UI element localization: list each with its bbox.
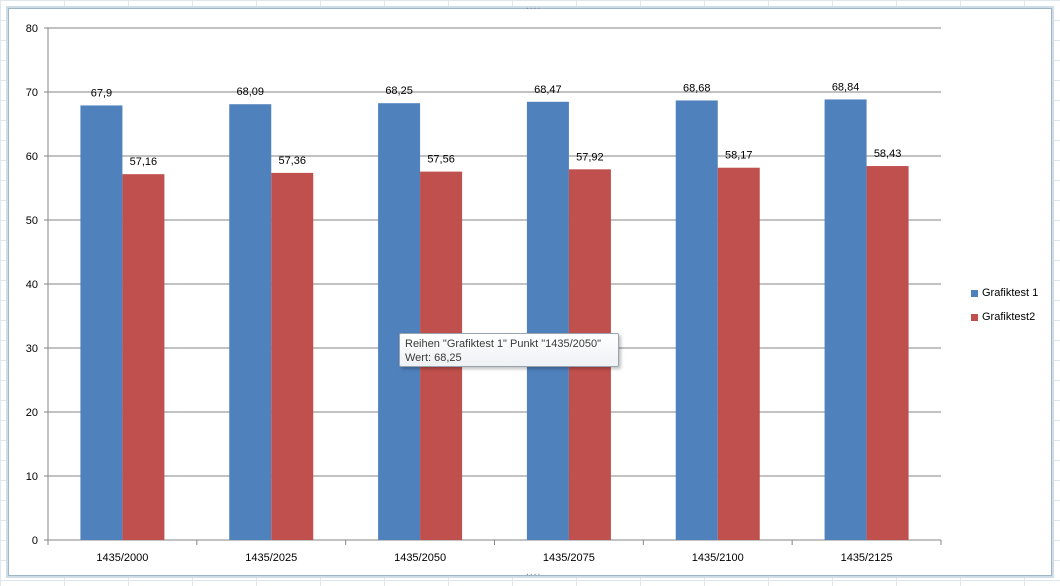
bar: [271, 172, 314, 540]
bar: [229, 104, 272, 540]
bar-chart: 0 10 20 30 40 50 60 70 80 1435/2000 67,9 57,16 1435/…: [26, 23, 942, 564]
data-point-tooltip: Reihen "Grafiktest 1" Punkt "1435/2050" …: [399, 333, 619, 367]
x-tick-label: 1435/2075: [543, 552, 595, 564]
y-tick-label: 50: [26, 215, 38, 227]
chart-area[interactable]: ···· ···· 0 10 20 30 40 50 60 70 80 1435/2000 67,9…: [8, 4, 1052, 579]
y-tick-label: 70: [26, 87, 38, 99]
legend-swatch-series-2: [971, 313, 978, 321]
bar: [866, 166, 909, 540]
y-tick-label: 60: [26, 151, 38, 163]
bar: [717, 167, 760, 540]
y-tick-label: 40: [26, 279, 38, 291]
bar: [122, 174, 165, 540]
data-label: 57,16: [130, 156, 158, 168]
data-label: 58,43: [874, 148, 902, 160]
y-tick-label: 30: [26, 343, 38, 355]
bar: [378, 103, 421, 540]
legend-swatch-series-1: [971, 289, 978, 297]
data-label: 68,68: [683, 82, 711, 94]
tooltip-value: Wert: 68,25: [405, 352, 462, 364]
data-label: 68,09: [236, 86, 264, 98]
x-tick-label: 1435/2025: [245, 552, 297, 564]
resize-handle-top[interactable]: ····: [525, 4, 541, 13]
y-tick-label: 10: [26, 471, 38, 483]
data-label: 68,84: [832, 81, 860, 93]
y-tick-label: 20: [26, 407, 38, 419]
legend-item-series-2[interactable]: Grafiktest2: [971, 307, 1038, 327]
legend-label-series-1: Grafiktest 1: [982, 287, 1039, 299]
legend-label-series-2: Grafiktest2: [982, 311, 1036, 323]
tooltip-series-point: Reihen "Grafiktest 1" Punkt "1435/2050": [405, 338, 602, 350]
x-tick-label: 1435/2100: [692, 552, 744, 564]
data-label: 57,36: [278, 155, 306, 167]
data-label: 68,25: [385, 85, 413, 97]
y-tick-label: 0: [32, 535, 38, 547]
x-tick-label: 1435/2050: [394, 552, 446, 564]
y-tick-label: 80: [26, 23, 38, 35]
bar: [80, 105, 123, 540]
data-label: 57,92: [576, 151, 604, 163]
legend: Grafiktest 1 Grafiktest2: [971, 283, 1038, 331]
x-tick-label: 1435/2125: [841, 552, 893, 564]
data-label: 57,56: [427, 154, 455, 166]
bar: [824, 99, 867, 540]
bar: [675, 100, 718, 540]
data-label: 58,17: [725, 150, 753, 162]
resize-handle-bottom[interactable]: ····: [525, 570, 541, 579]
legend-item-series-1[interactable]: Grafiktest 1: [971, 283, 1038, 303]
x-tick-label: 1435/2000: [96, 552, 148, 564]
bar: [526, 101, 569, 541]
data-label: 68,47: [534, 84, 562, 96]
data-label: 67,9: [91, 87, 112, 99]
